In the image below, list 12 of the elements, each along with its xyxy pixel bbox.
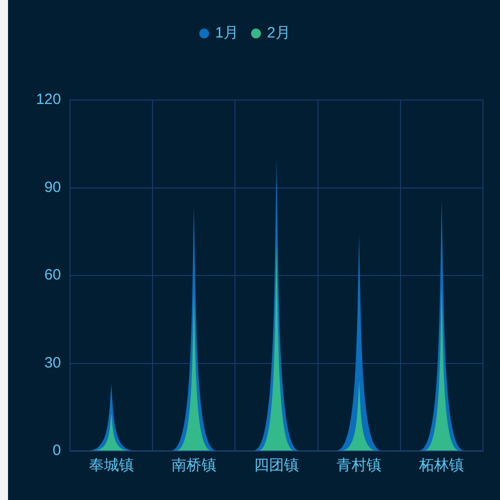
x-tick-label: 柘林镇 bbox=[418, 457, 464, 474]
y-tick-label: 0 bbox=[52, 442, 61, 460]
y-tick-label: 60 bbox=[44, 266, 61, 284]
y-tick-label: 30 bbox=[44, 354, 61, 372]
legend-label: 2月 bbox=[267, 24, 290, 42]
x-tick-label: 南桥镇 bbox=[171, 457, 216, 474]
x-tick-label: 奉城镇 bbox=[88, 457, 134, 474]
legend-label: 1月 bbox=[215, 24, 238, 42]
x-tick-label: 四团镇 bbox=[254, 457, 299, 474]
y-tick-label: 90 bbox=[44, 178, 61, 196]
x-tick-label: 青村镇 bbox=[336, 457, 382, 474]
y-tick-label: 120 bbox=[36, 91, 61, 108]
